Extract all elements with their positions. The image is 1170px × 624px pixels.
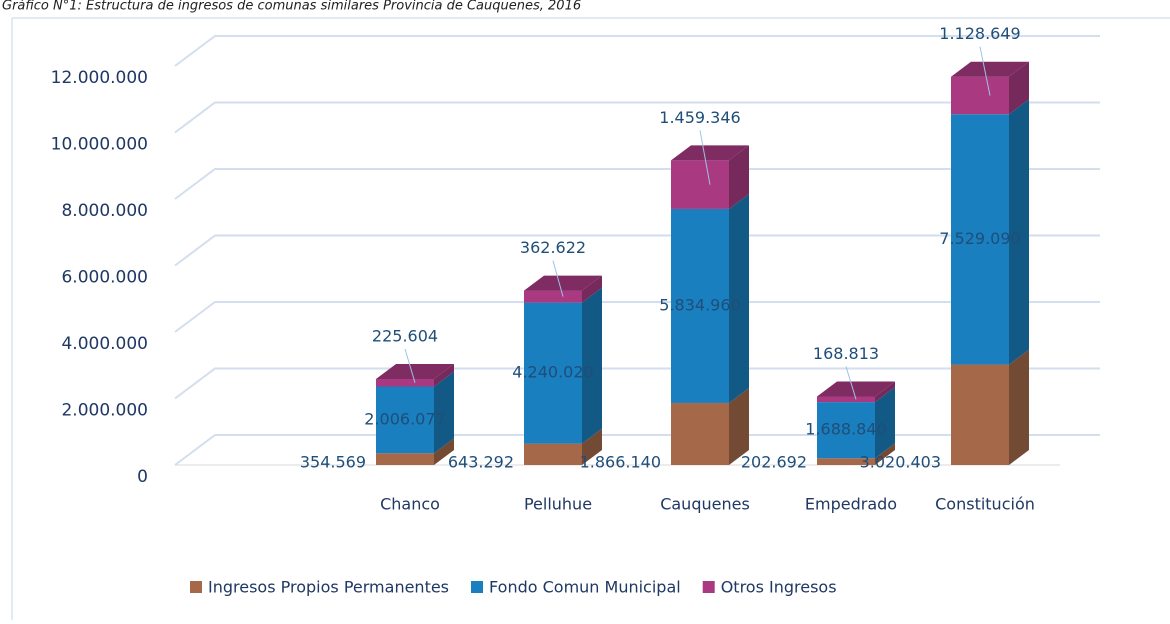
data-label: 202.692: [741, 453, 807, 472]
grid-line: [174, 434, 1100, 466]
bar-front: [671, 208, 729, 403]
bar-front: [671, 402, 729, 465]
legend-label: Fondo Comun Municipal: [489, 578, 681, 597]
bar-front: [524, 290, 582, 303]
y-tick-label: 6.000.000: [61, 268, 148, 288]
data-label: 643.292: [448, 453, 514, 472]
data-label: 7.529.090: [939, 229, 1020, 248]
bar-top: [376, 364, 454, 380]
legend-swatch: [702, 581, 715, 593]
x-tick-label: Cauquenes: [660, 495, 750, 514]
bar-side: [434, 371, 454, 454]
leader-line: [845, 366, 857, 400]
legend-label: Ingresos Propios Permanentes: [208, 578, 449, 597]
bar-side: [729, 145, 749, 209]
data-label: 3.020.403: [860, 453, 941, 472]
x-tick-label: Empedrado: [805, 495, 897, 514]
grid-line: [174, 301, 1100, 333]
bar-front: [817, 396, 875, 403]
bar-side: [434, 364, 454, 387]
bar-top: [524, 275, 602, 291]
bar-side: [875, 443, 895, 465]
bar-front: [817, 402, 875, 459]
data-label: 1.688.840: [805, 420, 886, 439]
chart-title: Gráfico N°1: Estructura de ingresos de c…: [2, 0, 581, 14]
bar-side: [729, 387, 749, 465]
data-label: 1.128.649: [939, 24, 1020, 43]
x-tick-label: Chanco: [380, 495, 440, 514]
data-label: 4.240.020: [512, 363, 593, 382]
bar-top: [951, 61, 1029, 77]
leader-line: [552, 260, 564, 297]
grid-line: [174, 234, 1100, 267]
grid-line: [174, 367, 1100, 400]
grid-line: [174, 168, 1100, 200]
y-tick-label: 2.000.000: [61, 401, 148, 421]
y-tick-label: 4.000.000: [61, 334, 148, 354]
bar-side: [582, 428, 602, 465]
data-label: 1.459.346: [659, 108, 740, 127]
data-label: 225.604: [372, 327, 438, 346]
bar-side: [582, 287, 602, 444]
bar-side: [875, 387, 895, 459]
x-tick-label: Pelluhue: [524, 495, 592, 514]
data-label: 168.813: [813, 344, 879, 363]
bar-front: [817, 458, 875, 465]
bar-front: [524, 443, 582, 465]
bar-side: [434, 438, 454, 465]
data-label: 362.622: [520, 238, 586, 257]
bar-side: [582, 275, 602, 303]
leader-line: [699, 130, 711, 185]
data-label: 1.866.140: [580, 453, 661, 472]
y-tick-label: 12.000.000: [51, 68, 148, 88]
data-label: 5.834.960: [659, 295, 740, 314]
bar-side: [875, 381, 895, 403]
legend-label: Otros Ingresos: [721, 578, 837, 597]
x-tick-label: Constitución: [935, 495, 1035, 514]
leader-line: [404, 348, 416, 383]
bar-front: [524, 302, 582, 444]
bar-side: [729, 193, 749, 403]
bar-side: [1009, 99, 1029, 365]
bar-top: [817, 381, 895, 397]
legend-swatch: [190, 581, 202, 593]
bar-front: [671, 160, 729, 209]
data-label: 2.006.077: [364, 409, 445, 428]
bar-front: [376, 453, 434, 465]
bar-front: [951, 114, 1009, 365]
grid-line: [174, 101, 1100, 134]
y-tick-label: 10.000.000: [51, 135, 148, 155]
bar-front: [376, 386, 434, 454]
y-tick-label: 8.000.000: [61, 201, 148, 221]
bar-front: [951, 76, 1009, 115]
leader-line: [979, 46, 991, 96]
bar-top: [671, 145, 749, 161]
bar-side: [1009, 349, 1029, 465]
bar-side: [1009, 61, 1029, 115]
bar-front: [951, 364, 1009, 465]
grid-line: [174, 35, 1100, 67]
data-label: 354.569: [300, 453, 366, 472]
y-tick-label: 0: [137, 467, 148, 487]
legend-swatch: [471, 581, 484, 593]
bar-front: [376, 379, 434, 387]
